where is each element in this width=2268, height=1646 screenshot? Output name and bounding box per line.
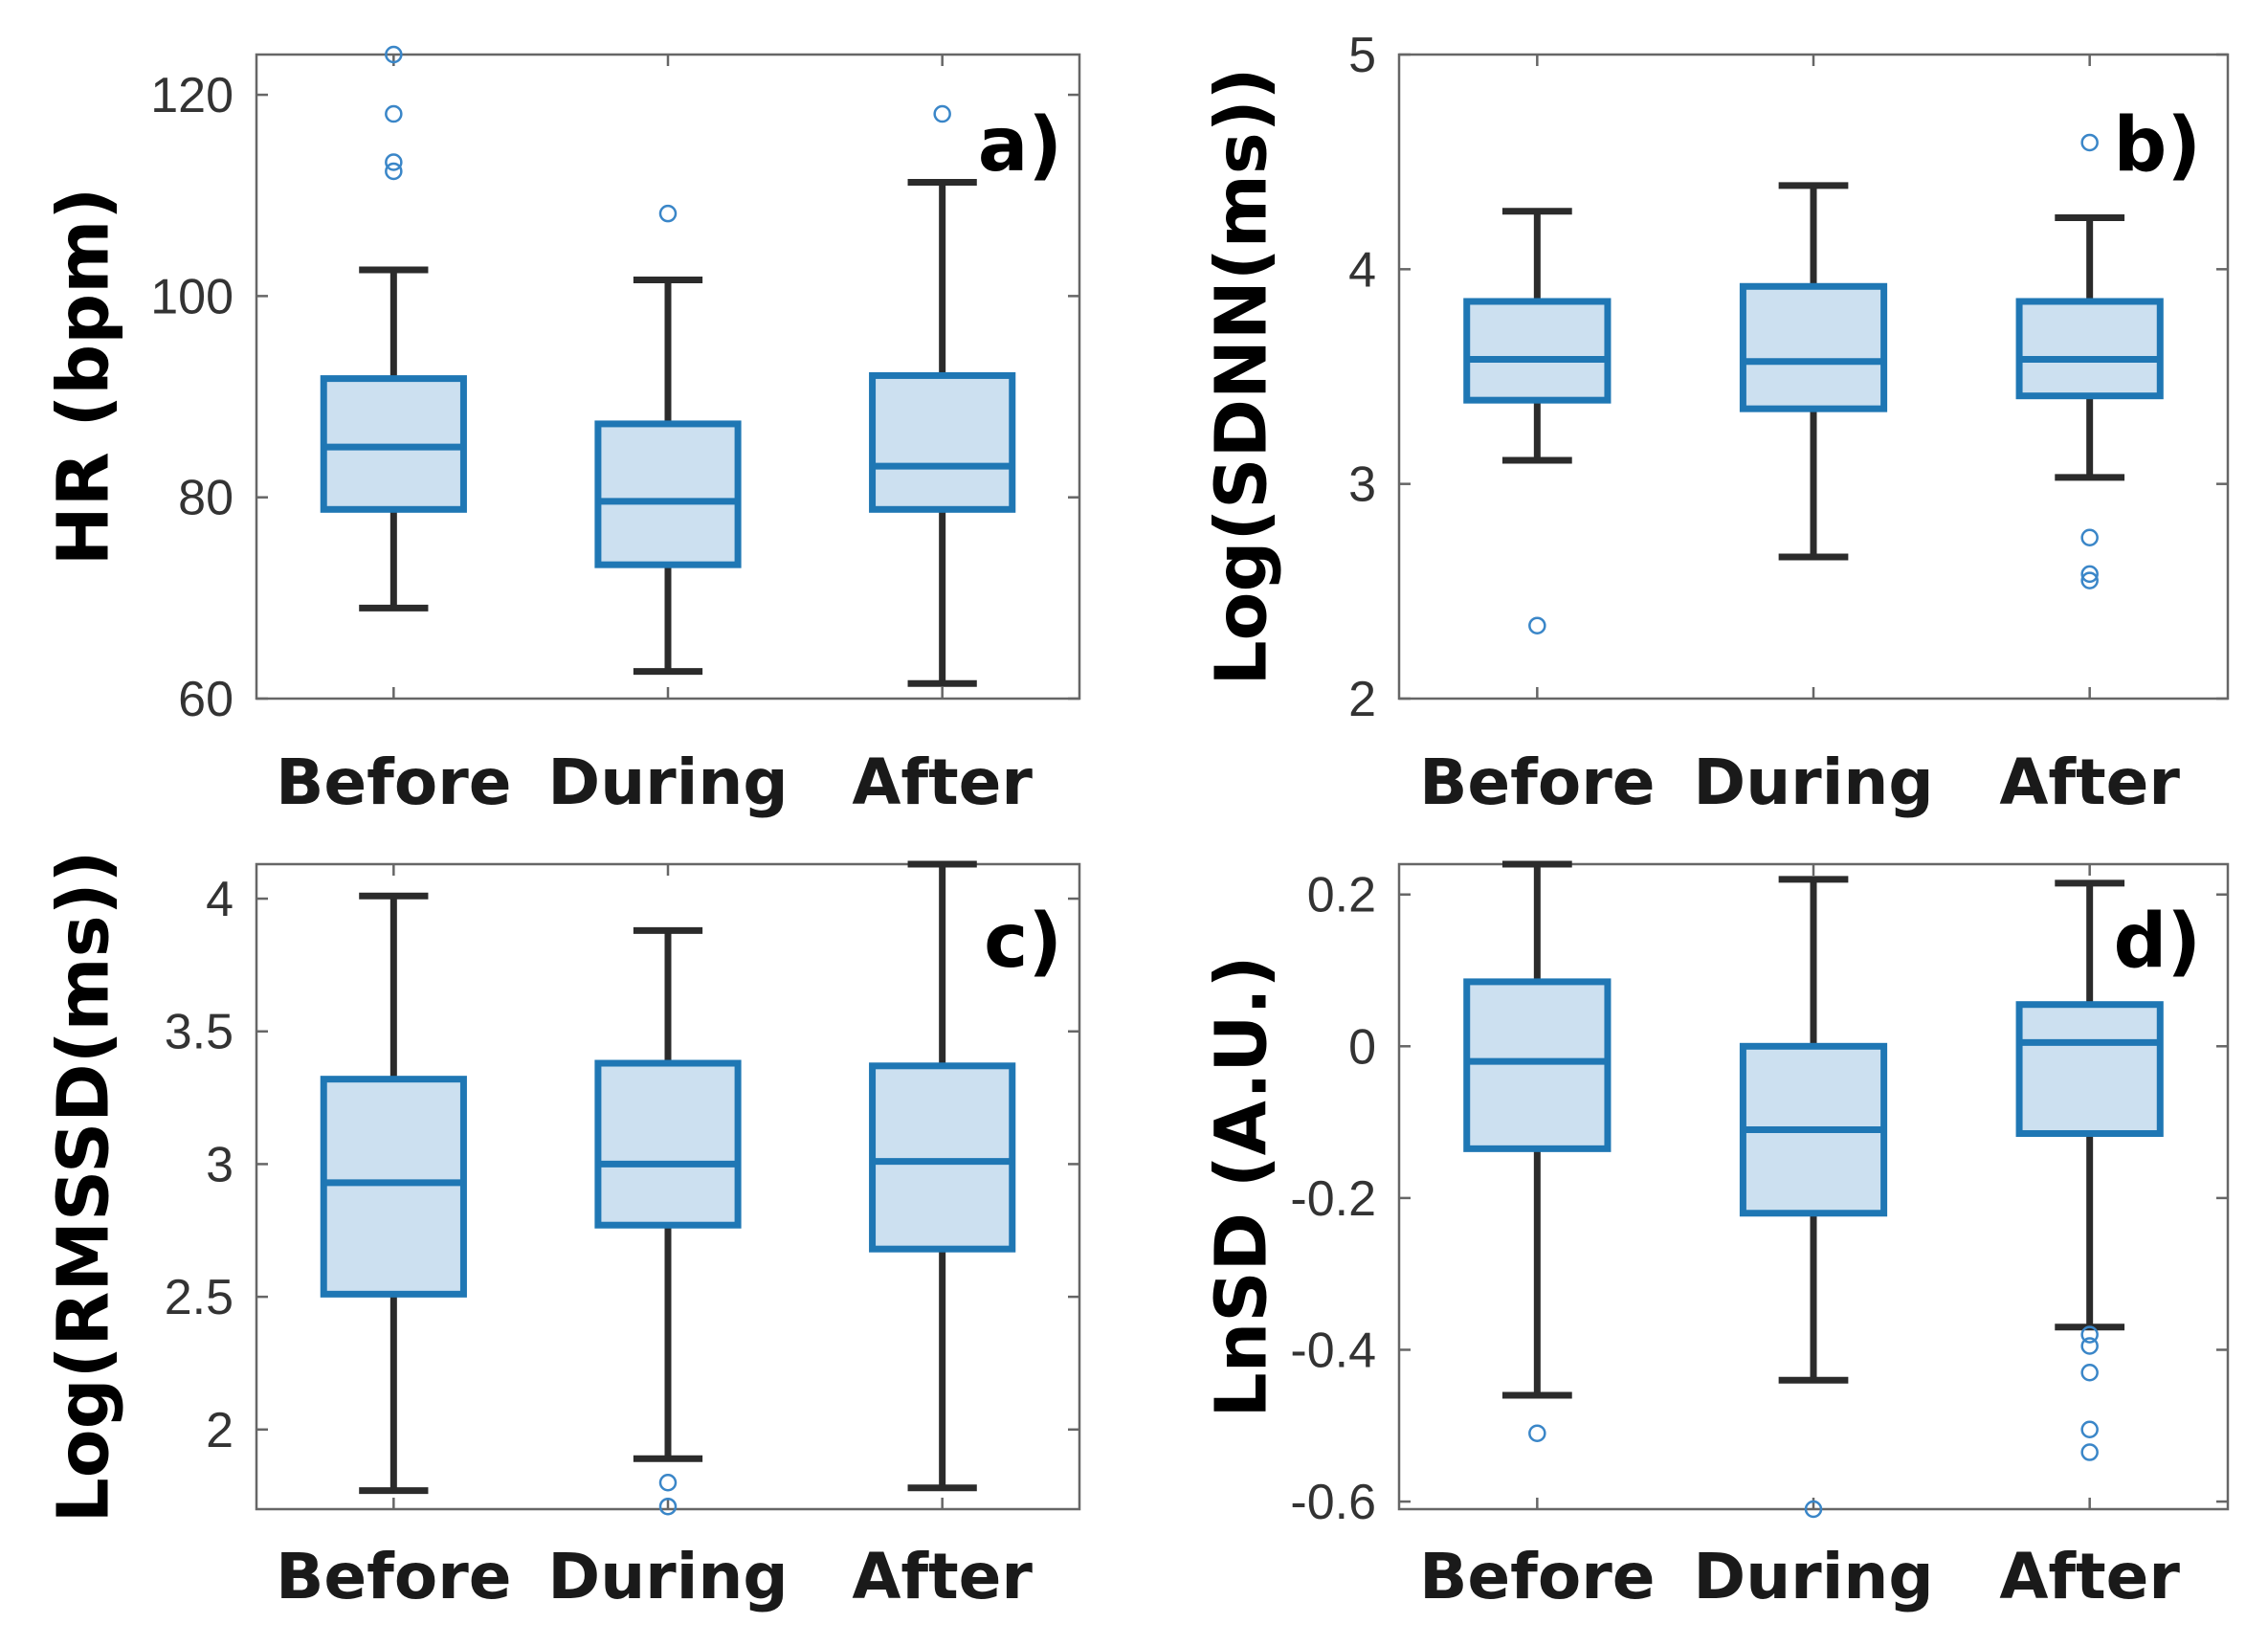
x-category-label-before: Before [276,1540,511,1613]
iqr-box [1463,298,1612,404]
y-axis-label: HR (bpm) [43,188,125,566]
outlier-point [385,104,403,123]
outlier-point [385,45,403,64]
box-during [1739,876,1888,1519]
outlier-point [933,104,951,123]
outlier-point [385,153,403,171]
panel-label: a) [978,102,1062,189]
y-axis-label: Log(SDNN(ms)) [1201,68,1283,686]
x-category-label-during: During [1693,745,1933,819]
y-axis-label: Log(RMSSD(ms)) [43,851,125,1524]
panel-label: b) [2114,102,2201,189]
x-category-label-after: After [852,745,1033,819]
panel-label: c) [984,899,1062,985]
box-after [869,104,1016,687]
iqr-box [869,371,1016,513]
y-tick-label: 3 [1348,457,1376,513]
x-category-label-during: During [547,745,788,819]
outlier-point [2080,1325,2099,1344]
box-during [594,204,742,676]
iqr-box [1739,282,1888,412]
y-tick-label: 4 [206,872,233,927]
iqr-box [320,1076,467,1298]
chart-panel-b: 2 3 4 5 Before During After Log(SDNN(ms)) b) [1201,28,2230,819]
y-tick-label: 2.5 [165,1270,233,1325]
y-tick-label: 3.5 [165,1005,233,1060]
y-tick-label: 0.2 [1307,868,1376,923]
outlier-point [2080,1443,2099,1461]
y-tick-label: -0.6 [1290,1475,1376,1530]
y-axis-label: LnSD (A.U.) [1201,956,1283,1418]
y-tick-label: 4 [1348,242,1376,298]
iqr-box [2015,298,2164,400]
outlier-point [1804,1500,1823,1519]
iqr-box [869,1062,1016,1253]
box-during [1739,182,1888,561]
y-tick-label: 2 [1348,672,1376,727]
x-category-label-during: During [1693,1540,1933,1613]
y-tick-label: 3 [206,1137,233,1192]
box-before [1463,208,1612,634]
box-before [320,45,467,612]
outlier-point [2080,528,2099,546]
box-after [2015,133,2164,589]
y-tick-label: 2 [206,1403,233,1458]
chart-panel-c: 2 2.5 3 3.5 4 Before During After Log(RMSSD(ms))… [43,851,1081,1613]
iqr-box [594,1059,742,1229]
outlier-point [2080,1420,2099,1438]
y-tick-label: -0.4 [1290,1323,1376,1378]
outlier-point [2080,565,2099,584]
outlier-point [2080,1364,2099,1382]
iqr-box [594,420,742,568]
x-category-label-after: After [1999,745,2180,819]
outlier-point [1528,1424,1546,1442]
box-after [2015,879,2164,1461]
box-before [320,892,467,1495]
box-before [1463,860,1612,1442]
x-category-label-before: Before [276,745,511,819]
outlier-point [2080,1337,2099,1355]
y-tick-label: 5 [1348,28,1376,83]
iqr-box [1463,978,1612,1152]
y-tick-label: -0.2 [1290,1171,1376,1227]
outlier-point [658,1474,678,1492]
outlier-point [658,1497,678,1516]
y-tick-label: 80 [178,471,233,526]
box-after [869,860,1016,1492]
outlier-point [658,204,678,223]
chart-panel-d: -0.6 -0.4 -0.2 0 0.2 Before During After LnSD (A… [1201,860,2230,1613]
x-category-label-after: After [852,1540,1033,1613]
outlier-point [2080,571,2099,589]
x-category-label-before: Before [1419,1540,1655,1613]
chart-panel-a: 60 80 100 120 Before During After HR (bpm) a) [43,45,1081,819]
outlier-point [2080,133,2099,152]
outlier-point [1528,616,1546,634]
x-category-label-during: During [547,1540,788,1613]
panel-label: d) [2114,899,2201,985]
outlier-point [385,162,403,181]
y-tick-label: 100 [150,269,233,324]
y-tick-label: 0 [1348,1019,1376,1075]
y-tick-label: 60 [178,672,233,727]
y-tick-label: 120 [150,68,233,123]
box-during [594,926,742,1516]
x-category-label-before: Before [1419,745,1655,819]
x-category-label-after: After [1999,1540,2180,1613]
iqr-box [2015,1001,2164,1137]
